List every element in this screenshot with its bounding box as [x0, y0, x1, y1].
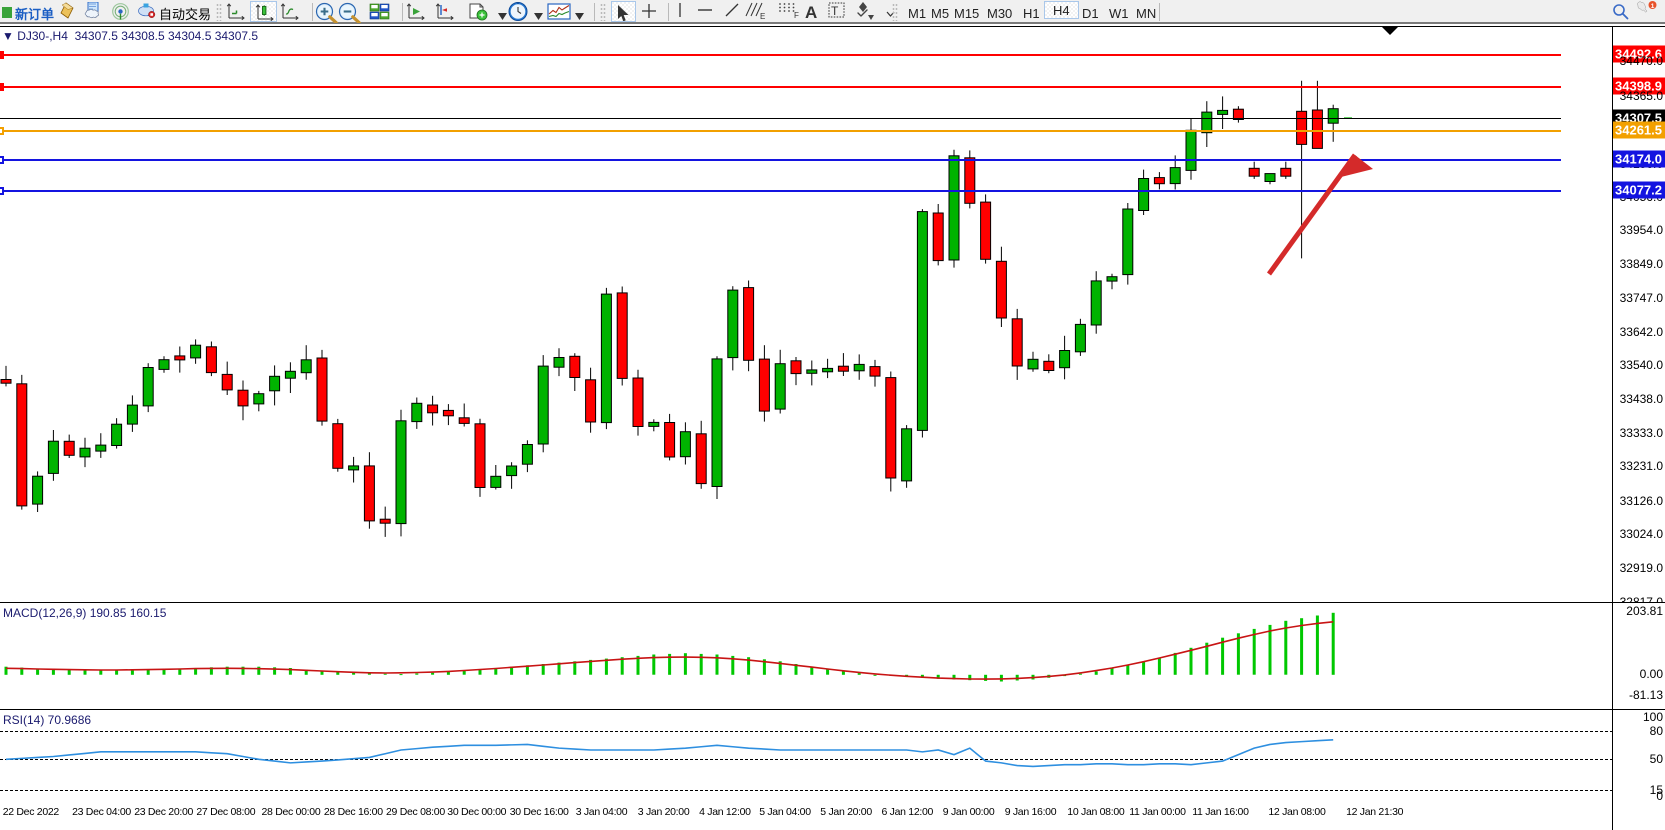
svg-text:1: 1	[1651, 3, 1655, 10]
svg-text:T: T	[831, 4, 839, 18]
svg-text:E: E	[760, 12, 765, 20]
svg-text:F: F	[794, 11, 799, 19]
